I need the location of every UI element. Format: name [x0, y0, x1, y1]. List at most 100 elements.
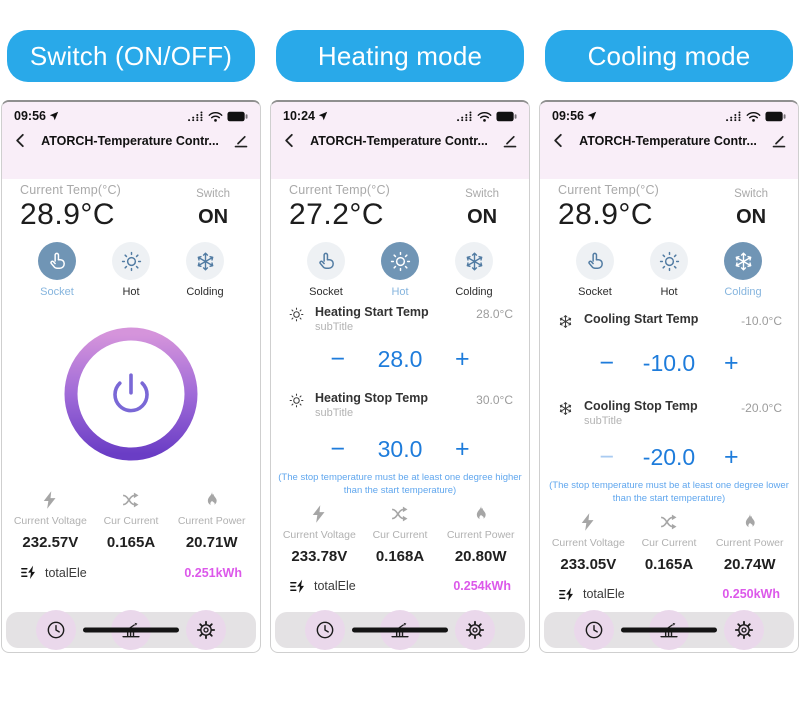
tab-settings[interactable]: [186, 610, 227, 650]
stat-value: 0.168A: [375, 547, 425, 565]
stat-value: 233.78V: [291, 547, 348, 565]
stat-value: 20.80W: [454, 547, 507, 565]
switch-value: ON: [736, 206, 767, 228]
stat-voltage: Current Voltage 232.57V: [10, 490, 91, 551]
page-title: ATORCH-Temperature Contr...: [579, 133, 757, 148]
edit-icon[interactable]: [234, 134, 248, 148]
mode-colding[interactable]: Colding: [712, 242, 774, 298]
phone-header: 09:56 ATORCH-Temperature Contr...: [540, 102, 798, 179]
gear-icon: [734, 620, 754, 640]
sun-icon: [390, 251, 411, 272]
clock-icon: [315, 620, 335, 640]
edit-icon[interactable]: [503, 134, 517, 148]
status-time: 09:56: [14, 109, 46, 123]
wifi-icon: [746, 111, 761, 122]
phone-row: 09:56 ATORCH-Temperature Contr... Curren…: [0, 100, 800, 653]
mode-socket[interactable]: Socket: [564, 242, 626, 298]
back-button[interactable]: [283, 133, 295, 148]
cellular-signal-icon: [187, 111, 204, 122]
minus-button[interactable]: −: [330, 435, 345, 463]
cooling-stop-row: Cooling Stop Temp subTitle -20.0°C: [540, 399, 798, 427]
stepper-value: 30.0: [377, 436, 423, 462]
stat-label: Cur Current: [372, 528, 428, 541]
wifi-icon: [477, 111, 492, 122]
minus-button[interactable]: −: [330, 345, 345, 373]
home-indicator[interactable]: [352, 627, 448, 633]
tab-history[interactable]: [35, 610, 76, 650]
total-energy-row: totalEle 0.251kWh: [2, 565, 260, 580]
banner-row: Switch (ON/OFF) Heating mode Cooling mod…: [0, 30, 800, 82]
phone-cooling-mode: 09:56 ATORCH-Temperature Contr... Curren…: [539, 100, 799, 653]
banner-cooling: Cooling mode: [545, 30, 793, 82]
plus-button[interactable]: +: [455, 435, 470, 463]
stat-value: 20.71W: [185, 534, 238, 551]
nav-bar: ATORCH-Temperature Contr...: [14, 133, 248, 148]
sun-icon: [289, 393, 304, 408]
mode-colding[interactable]: Colding: [174, 242, 236, 298]
phone-switch-mode: 09:56 ATORCH-Temperature Contr... Curren…: [1, 100, 261, 653]
cooling-start-row: Cooling Start Temp -10.0°C: [540, 312, 798, 329]
mode-label: Hot: [660, 286, 678, 298]
mode-hot[interactable]: Hot: [369, 242, 431, 298]
stat-label: Current Voltage: [13, 515, 87, 527]
stats-row: Current Voltage 233.05V Cur Current 0.16…: [540, 512, 798, 573]
tab-settings[interactable]: [724, 610, 765, 650]
plus-button[interactable]: +: [455, 345, 470, 373]
setting-value: 30.0°C: [476, 393, 513, 407]
mode-socket[interactable]: Socket: [26, 242, 88, 298]
mode-socket[interactable]: Socket: [295, 242, 357, 298]
stat-label: Current Power: [177, 515, 246, 527]
cooling-start-stepper: − -10.0 +: [540, 350, 798, 377]
stat-label: Cur Current: [103, 515, 159, 527]
tab-bar: [275, 610, 525, 650]
battery-icon: [227, 111, 248, 122]
status-bar: 10:24: [283, 109, 517, 123]
switch-label: Switch: [734, 188, 768, 200]
battery-icon: [765, 111, 786, 122]
home-indicator[interactable]: [83, 627, 179, 633]
total-energy-row: totalEle 0.254kWh: [271, 579, 529, 594]
stat-voltage: Current Voltage 233.05V: [548, 512, 629, 573]
hand-icon: [316, 251, 337, 272]
stats-row: Current Voltage 232.57V Cur Current 0.16…: [2, 490, 260, 551]
shuffle-icon: [659, 512, 679, 532]
home-indicator[interactable]: [621, 627, 717, 633]
setting-value: -20.0°C: [741, 401, 782, 415]
phone-header: 09:56 ATORCH-Temperature Contr...: [2, 102, 260, 179]
minus-button[interactable]: −: [599, 443, 614, 471]
location-arrow-icon: [49, 111, 59, 121]
phone-header: 10:24 ATORCH-Temperature Contr...: [271, 102, 529, 179]
banner-heating: Heating mode: [276, 30, 524, 82]
minus-button[interactable]: −: [599, 349, 614, 377]
mode-label: Socket: [40, 286, 74, 298]
setting-subtitle: subTitle: [315, 407, 354, 419]
mode-colding[interactable]: Colding: [443, 242, 505, 298]
location-arrow-icon: [587, 111, 597, 121]
tab-settings[interactable]: [455, 610, 496, 650]
stat-current: Cur Current 0.168A: [360, 504, 441, 565]
mode-hot[interactable]: Hot: [638, 242, 700, 298]
edit-icon[interactable]: [772, 134, 786, 148]
cellular-signal-icon: [725, 111, 742, 122]
mode-label: Colding: [455, 286, 493, 298]
plus-button[interactable]: +: [724, 443, 739, 471]
stat-value: 20.74W: [723, 555, 776, 573]
setting-value: -10.0°C: [741, 314, 782, 328]
total-energy-value: 0.250kWh: [722, 587, 780, 602]
mode-hot[interactable]: Hot: [100, 242, 162, 298]
stat-value: 233.05V: [560, 555, 617, 573]
stepper-value: 28.0: [377, 346, 423, 372]
snowflake-icon: [558, 314, 573, 329]
plus-button[interactable]: +: [724, 349, 739, 377]
tab-history[interactable]: [304, 610, 345, 650]
tab-bar: [6, 610, 256, 650]
battery-icon: [496, 111, 517, 122]
stat-label: Current Voltage: [551, 536, 625, 549]
power-button[interactable]: [2, 298, 260, 490]
mode-label: Socket: [578, 286, 612, 298]
tab-history[interactable]: [573, 610, 614, 650]
stat-power: Current Power 20.71W: [171, 490, 252, 551]
back-button[interactable]: [14, 133, 26, 148]
back-button[interactable]: [552, 133, 564, 148]
current-temp-value: 27.2°C: [289, 198, 385, 231]
